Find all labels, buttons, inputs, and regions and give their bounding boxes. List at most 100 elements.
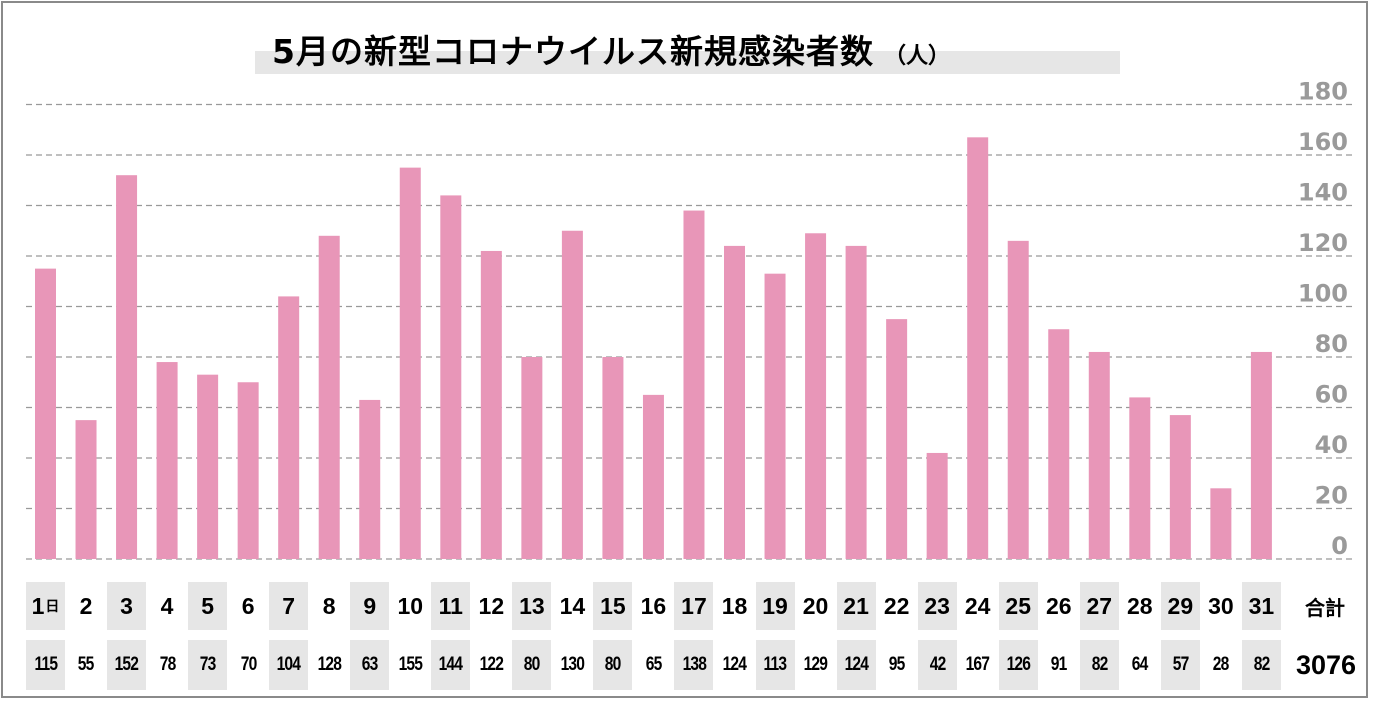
- value-number: 80: [524, 654, 541, 675]
- value-label: 80: [512, 640, 552, 690]
- y-tick-label: 180: [1298, 78, 1348, 106]
- value-number: 152: [114, 654, 139, 675]
- day-number: 1: [31, 592, 45, 619]
- value-label: 65: [634, 640, 673, 690]
- day-label: 21: [836, 582, 876, 630]
- day-number: 25: [1005, 592, 1032, 619]
- bar-day-5: [197, 374, 219, 559]
- value-number: 144: [439, 654, 463, 675]
- value-number: 55: [78, 654, 95, 675]
- bar-day-9: [359, 399, 381, 559]
- value-number: 80: [605, 654, 622, 675]
- value-number: 63: [361, 654, 379, 675]
- day-label: 16: [634, 582, 673, 630]
- value-number: 95: [888, 654, 906, 675]
- day-number: 10: [397, 592, 424, 619]
- value-number: 155: [398, 654, 423, 675]
- day-label: 29: [1160, 582, 1200, 630]
- bar-day-22: [886, 319, 908, 559]
- value-label: 129: [796, 640, 835, 690]
- value-number: 57: [1172, 654, 1189, 675]
- day-number: 27: [1086, 592, 1113, 619]
- day-label: 27: [1079, 582, 1119, 630]
- value-number: 126: [1006, 654, 1030, 675]
- value-label: 82: [1079, 640, 1119, 690]
- value-label: 138: [674, 640, 714, 690]
- day-number: 16: [640, 592, 667, 619]
- day-label: 4: [148, 582, 187, 630]
- day-label: 17: [674, 582, 714, 630]
- total-value: 3076: [1295, 649, 1357, 680]
- y-tick-label: 100: [1298, 280, 1348, 308]
- value-number: 42: [929, 654, 946, 675]
- value-number: 64: [1131, 654, 1149, 675]
- value-number: 124: [722, 654, 747, 675]
- day-label: 14: [553, 582, 592, 630]
- day-number: 17: [681, 592, 707, 619]
- bar-day-12: [480, 250, 502, 559]
- value-label: 70: [229, 640, 268, 690]
- day-number: 28: [1127, 592, 1153, 619]
- value-label: 57: [1160, 640, 1200, 690]
- day-label: 31: [1241, 582, 1281, 630]
- day-number: 8: [322, 592, 336, 619]
- value-label: 28: [1201, 640, 1240, 690]
- day-label: 11: [431, 582, 471, 630]
- day-label: 28: [1120, 582, 1159, 630]
- bar-day-14: [561, 230, 583, 559]
- title-highlight-band: [255, 51, 1120, 74]
- day-label: 12: [472, 582, 511, 630]
- day-label: 23: [917, 582, 957, 630]
- bar-day-15: [602, 357, 624, 559]
- day-label: 8: [310, 582, 349, 630]
- chart-title-text: 5月の新型コロナウイルス新規感染者数: [272, 32, 874, 71]
- day-label: 30: [1201, 582, 1240, 630]
- day-number: 12: [478, 592, 505, 619]
- day-number: 5: [201, 592, 214, 619]
- day-number: 15: [600, 592, 626, 619]
- day-label: 25: [998, 582, 1038, 630]
- day-number: 20: [802, 592, 829, 619]
- value-label: 64: [1120, 640, 1159, 690]
- chart-title: 5月の新型コロナウイルス新規感染者数 （人）: [272, 30, 950, 74]
- value-label: 55: [67, 640, 106, 690]
- day-number: 23: [924, 592, 950, 619]
- bar-day-28: [1129, 397, 1151, 559]
- value-number: 122: [479, 654, 504, 675]
- day-number: 7: [282, 592, 296, 619]
- day-label: 20: [796, 582, 835, 630]
- bar-day-8: [318, 235, 340, 560]
- bar-day-21: [845, 245, 867, 559]
- bar-day-3: [116, 175, 138, 559]
- value-label: 104: [269, 640, 309, 690]
- bar-day-4: [156, 362, 178, 559]
- y-tick-label: 120: [1298, 229, 1348, 257]
- bar-day-30: [1210, 488, 1232, 559]
- y-tick-label: 140: [1298, 179, 1348, 207]
- value-label: 80: [593, 640, 633, 690]
- value-label: 122: [472, 640, 511, 690]
- day-number: 30: [1208, 592, 1234, 619]
- day-label: 10: [391, 582, 430, 630]
- value-label: 115: [26, 640, 65, 690]
- value-label: 144: [431, 640, 471, 690]
- y-axis-ticks: 0 20 40 60 80 100 120 140 160 180: [1298, 78, 1348, 561]
- bar-day-6: [237, 382, 259, 559]
- bar-day-11: [440, 195, 462, 559]
- bar-day-7: [278, 296, 300, 559]
- value-number: 167: [965, 654, 990, 675]
- value-number: 91: [1050, 654, 1068, 675]
- value-number: 138: [682, 654, 706, 675]
- y-tick-label: 0: [1331, 532, 1348, 560]
- value-label: 82: [1241, 640, 1281, 690]
- value-number: 129: [803, 654, 828, 675]
- bar-day-17: [683, 210, 705, 560]
- day-label: 2: [67, 582, 106, 630]
- value-label: 155: [391, 640, 430, 690]
- day-suffix: 日: [45, 598, 60, 614]
- value-label: 42: [917, 640, 957, 690]
- value-number: 115: [34, 654, 57, 675]
- day-label: 7: [269, 582, 309, 630]
